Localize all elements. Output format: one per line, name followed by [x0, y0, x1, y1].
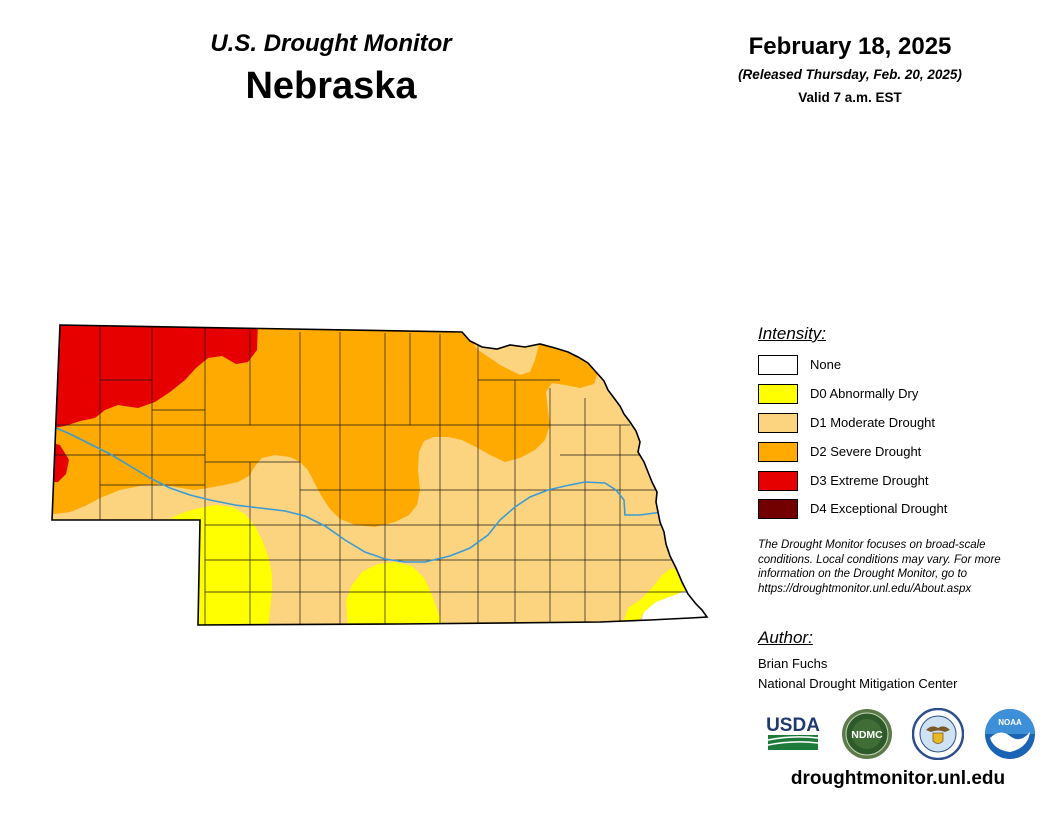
legend-swatch — [758, 471, 798, 491]
nebraska-drought-map — [51, 324, 709, 626]
legend-swatch — [758, 413, 798, 433]
note-line: https://droughtmonitor.unl.edu/About.asp… — [758, 582, 972, 595]
map-series-title: U.S. Drought Monitor — [210, 30, 452, 57]
author-organization: National Drought Mitigation Center — [758, 676, 958, 691]
legend-swatch — [758, 442, 798, 462]
legend-item-none: None — [758, 355, 1018, 375]
svg-text:NDMC: NDMC — [851, 729, 883, 741]
legend-item-d4: D4 Exceptional Drought — [758, 499, 1018, 519]
platte-river — [52, 425, 663, 563]
legend-item-d3: D3 Extreme Drought — [758, 471, 1018, 491]
legend-label: D0 Abnormally Dry — [810, 386, 919, 401]
state-outline — [51, 324, 709, 626]
drought-region-d3 — [52, 325, 258, 430]
website-url: droughtmonitor.unl.edu — [790, 768, 1006, 789]
note-line: The Drought Monitor focuses on broad-sca… — [758, 539, 986, 551]
legend-heading: Intensity: — [758, 324, 827, 343]
disclaimer-note: The Drought Monitor focuses on broad-sca… — [758, 538, 1001, 596]
legend-swatch — [758, 384, 798, 404]
drought-region-d0-southeast — [622, 568, 688, 625]
usda-logo: USDA — [766, 715, 820, 750]
legend-item-d0: D0 Abnormally Dry — [758, 384, 1018, 404]
legend-swatch — [758, 499, 798, 519]
noaa-logo: NOAA — [985, 709, 1035, 759]
map-date: February 18, 2025 — [748, 33, 952, 60]
svg-text:NOAA: NOAA — [998, 718, 1022, 727]
note-line: conditions. Local conditions may vary. F… — [758, 553, 1001, 566]
author-name: Brian Fuchs — [758, 656, 828, 671]
legend-label: D2 Severe Drought — [810, 444, 922, 459]
legend-item-d1: D1 Moderate Drought — [758, 413, 1018, 433]
svg-text:USDA: USDA — [766, 715, 820, 736]
legend-label: D4 Exceptional Drought — [810, 501, 948, 516]
note-line: information on the Drought Monitor, go t… — [758, 568, 968, 580]
legend-swatch — [758, 355, 798, 375]
state-name-title: Nebraska — [245, 65, 417, 107]
ndmc-logo: NDMC — [842, 709, 892, 759]
legend-label: D1 Moderate Drought — [810, 415, 936, 430]
legend-label: D3 Extreme Drought — [810, 473, 929, 488]
county-boundaries — [52, 325, 690, 625]
legend-label: None — [810, 357, 842, 372]
author-heading: Author: — [758, 628, 813, 647]
drought-region-d0-south-central — [346, 562, 443, 625]
department-of-commerce-seal-icon — [912, 708, 964, 760]
valid-time: Valid 7 a.m. EST — [798, 90, 902, 105]
legend-item-d2: D2 Severe Drought — [758, 442, 1018, 462]
release-date: (Released Thursday, Feb. 20, 2025) — [738, 67, 962, 82]
